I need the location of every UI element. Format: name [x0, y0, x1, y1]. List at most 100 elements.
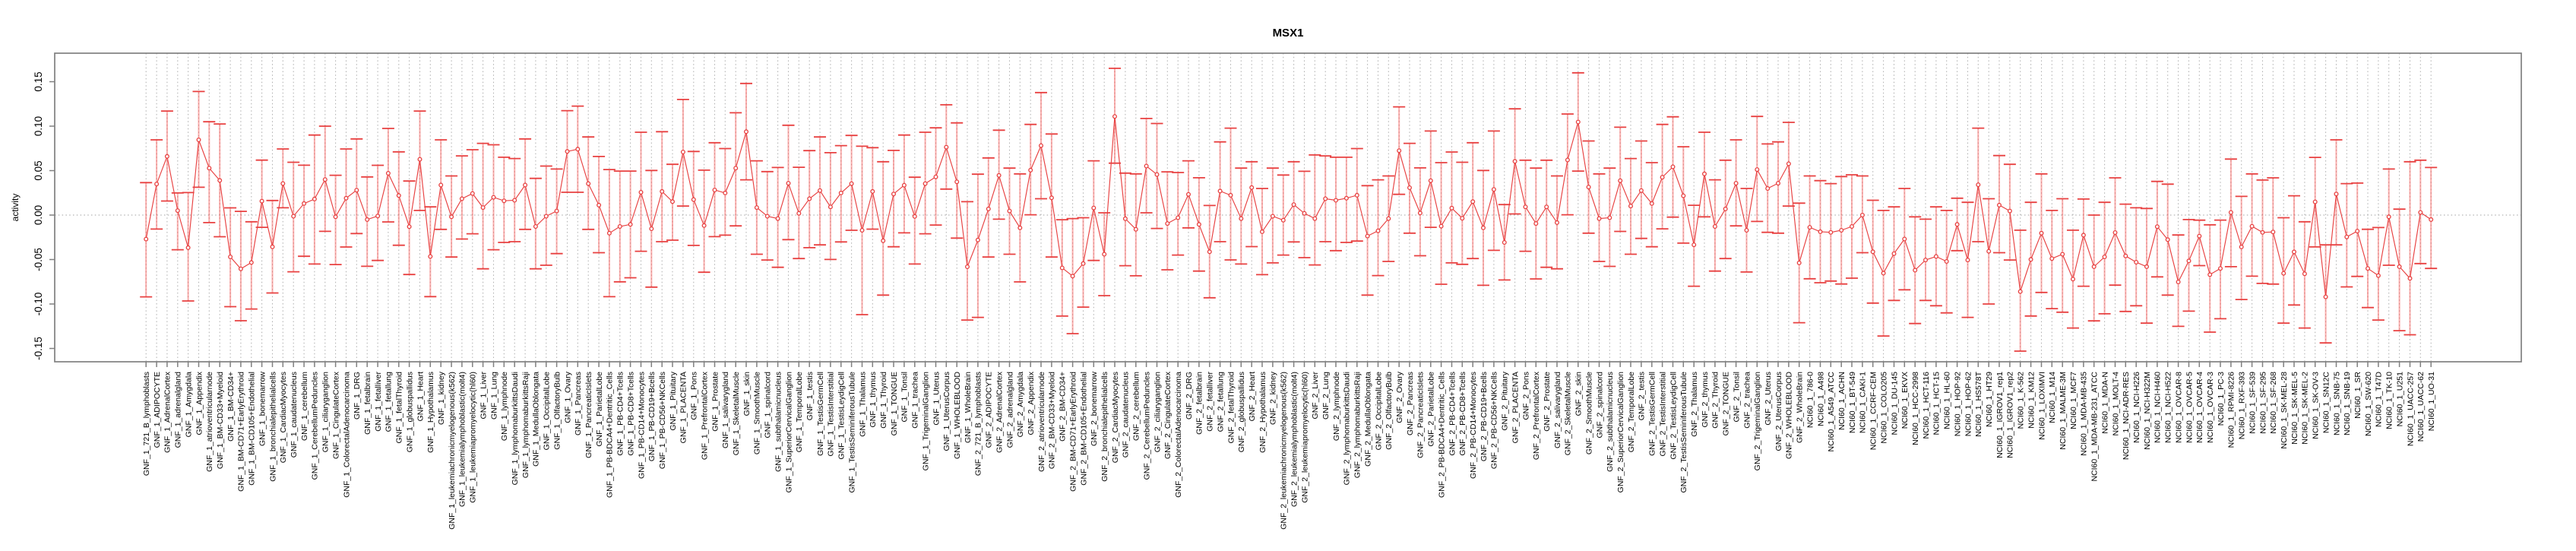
svg-text:GNF_1_Thalamus: GNF_1_Thalamus — [858, 372, 867, 437]
svg-text:NCI60_1_SW-620: NCI60_1_SW-620 — [2364, 372, 2373, 436]
svg-text:NCI60_1_MDA-N: NCI60_1_MDA-N — [2100, 372, 2109, 434]
svg-text:GNF_2_TemporalLobe: GNF_2_TemporalLobe — [1627, 372, 1636, 452]
svg-text:GNF_1_SuperiorCervicalGanglion: GNF_1_SuperiorCervicalGanglion — [784, 372, 793, 492]
svg-text:GNF_1_atrioventricularnode: GNF_1_atrioventricularnode — [205, 372, 214, 472]
svg-text:GNF_2_CardiacMyocytes: GNF_2_CardiacMyocytes — [1111, 372, 1120, 463]
svg-text:NCI60_1_NCI-H322M: NCI60_1_NCI-H322M — [2143, 372, 2152, 450]
svg-text:GNF_1_skin: GNF_1_skin — [742, 372, 752, 416]
svg-text:GNF_1_fetalbrain: GNF_1_fetalbrain — [363, 372, 372, 435]
svg-text:GNF_1_fetallung: GNF_1_fetallung — [385, 372, 394, 432]
svg-text:GNF_2_atrioventricularnode: GNF_2_atrioventricularnode — [1037, 372, 1046, 472]
svg-text:GNF_2_PancreaticIslets: GNF_2_PancreaticIslets — [1416, 372, 1426, 458]
svg-text:GNF_2_testis: GNF_2_testis — [1638, 372, 1647, 420]
svg-text:GNF_1_OlfactoryBulb: GNF_1_OlfactoryBulb — [552, 372, 562, 450]
svg-text:GNF_2_TONGUE: GNF_2_TONGUE — [1722, 372, 1731, 435]
svg-text:GNF_1_PancreaticIslets: GNF_1_PancreaticIslets — [584, 372, 593, 458]
svg-text:GNF_1_SkeletalMuscle: GNF_1_SkeletalMuscle — [732, 372, 741, 455]
svg-text:GNF_1_bronchialepithelialcells: GNF_1_bronchialepithelialcells — [268, 372, 277, 482]
svg-text:GNF_1_BM-CD105+Endothelial: GNF_1_BM-CD105+Endothelial — [248, 372, 257, 486]
svg-text:GNF_1_PrefrontalCortex: GNF_1_PrefrontalCortex — [700, 371, 709, 460]
svg-text:GNF_1_trachea: GNF_1_trachea — [911, 372, 920, 429]
svg-text:GNF_1_PB-CD4+Tcells: GNF_1_PB-CD4+Tcells — [616, 372, 625, 456]
svg-text:GNF_1_ADIPOCYTE: GNF_1_ADIPOCYTE — [153, 372, 162, 448]
svg-text:NCI60_1_HOP-62: NCI60_1_HOP-62 — [1964, 372, 1973, 436]
svg-text:NCI60_1_NCI-H460: NCI60_1_NCI-H460 — [2154, 372, 2163, 443]
svg-text:0.15: 0.15 — [33, 71, 44, 91]
svg-text:NCI60_1_KM12: NCI60_1_KM12 — [2027, 372, 2036, 429]
svg-text:NCI60_1_HL-60: NCI60_1_HL-60 — [1943, 372, 1952, 429]
svg-text:GNF_2_Thalamus: GNF_2_Thalamus — [1690, 372, 1699, 437]
svg-text:NCI60_1_MCF7: NCI60_1_MCF7 — [2069, 372, 2078, 429]
svg-text:GNF_2_PB-CD56+NKCells: GNF_2_PB-CD56+NKCells — [1490, 372, 1499, 469]
svg-text:NCI60_1_IGROV1_rep2: NCI60_1_IGROV1_rep2 — [2006, 372, 2015, 458]
svg-text:GNF_2_SmoothMuscle: GNF_2_SmoothMuscle — [1584, 372, 1593, 454]
svg-text:NCI60_1_786-0: NCI60_1_786-0 — [1805, 372, 1815, 428]
svg-text:GNF_2_adrenalgland: GNF_2_adrenalgland — [1005, 372, 1014, 448]
svg-text:GNF_1_TrigeminalGanglion: GNF_1_TrigeminalGanglion — [921, 372, 930, 470]
svg-text:GNF_2_fetallung: GNF_2_fetallung — [1216, 372, 1225, 432]
svg-text:NCI60_1_IGROV1_rep1: NCI60_1_IGROV1_rep1 — [1995, 372, 2005, 458]
svg-text:GNF_2_Pituitary: GNF_2_Pituitary — [1501, 371, 1510, 430]
svg-text:NCI60_1_HCT-116: NCI60_1_HCT-116 — [1922, 372, 1931, 439]
svg-text:NCI60_1_SR: NCI60_1_SR — [2353, 372, 2362, 419]
svg-text:GNF_1_TONGUE: GNF_1_TONGUE — [890, 372, 899, 435]
svg-text:GNF_2_fetalThyroid: GNF_2_fetalThyroid — [1226, 372, 1236, 444]
svg-text:GNF_2_721_B_lymphoblasts: GNF_2_721_B_lymphoblasts — [974, 372, 983, 476]
svg-text:NCI60_1_ACHN: NCI60_1_ACHN — [1837, 372, 1847, 430]
svg-text:GNF_1_fetalThyroid: GNF_1_fetalThyroid — [395, 372, 404, 444]
svg-text:NCI60_1_RPMI-8226: NCI60_1_RPMI-8226 — [2227, 372, 2236, 448]
svg-text:0.10: 0.10 — [33, 116, 44, 136]
svg-text:NCI60_1_SF-539: NCI60_1_SF-539 — [2248, 372, 2257, 434]
svg-text:GNF_2_BM-CD33+Myeloid: GNF_2_BM-CD33+Myeloid — [1048, 372, 1057, 469]
svg-text:GNF_1_lymphnode: GNF_1_lymphnode — [500, 372, 509, 441]
svg-text:GNF_2_WHOLEBLOOD: GNF_2_WHOLEBLOOD — [1785, 372, 1794, 459]
svg-text:GNF_2_PrefrontalCortex: GNF_2_PrefrontalCortex — [1532, 371, 1541, 460]
svg-text:GNF_1_PB-CD8+Tcells: GNF_1_PB-CD8+Tcells — [626, 372, 635, 456]
svg-text:GNF_1_Prostate: GNF_1_Prostate — [710, 372, 720, 432]
svg-text:GNF_1_Pancreas: GNF_1_Pancreas — [574, 372, 583, 435]
svg-text:GNF_2_ParietalLobe: GNF_2_ParietalLobe — [1427, 372, 1436, 447]
svg-text:GNF_2_subthalamicnucleus: GNF_2_subthalamicnucleus — [1606, 372, 1615, 472]
svg-text:GNF_1_PB-CD19+Bcells: GNF_1_PB-CD19+Bcells — [647, 372, 657, 461]
svg-text:GNF_2_Tonsil: GNF_2_Tonsil — [1732, 372, 1741, 423]
svg-text:GNF_2_OccipitalLobe: GNF_2_OccipitalLobe — [1374, 372, 1383, 450]
svg-text:GNF_2_PB-CD8+Tcells: GNF_2_PB-CD8+Tcells — [1458, 372, 1467, 456]
svg-text:NCI60_1_SK-MEL-5: NCI60_1_SK-MEL-5 — [2290, 372, 2299, 445]
svg-text:NCI60_1_UACC-257: NCI60_1_UACC-257 — [2406, 372, 2415, 446]
svg-text:GNF_1_lymphomaburkittsDaudi: GNF_1_lymphomaburkittsDaudi — [511, 372, 520, 485]
svg-text:GNF_1_Thyroid: GNF_1_Thyroid — [879, 372, 888, 429]
svg-text:NCI60_1_HOP-92: NCI60_1_HOP-92 — [1953, 372, 1962, 436]
svg-text:NCI60_1_SN12C: NCI60_1_SN12C — [2321, 372, 2331, 434]
svg-text:NCI60_1_SF-268: NCI60_1_SF-268 — [2269, 372, 2278, 434]
svg-text:GNF_1_ciliaryganglion: GNF_1_ciliaryganglion — [321, 372, 331, 452]
svg-text:GNF_2_Amygdala: GNF_2_Amygdala — [1016, 372, 1025, 438]
svg-text:NCI60_1_MALME-3M: NCI60_1_MALME-3M — [2059, 372, 2068, 450]
svg-text:GNF_2_ColorectalAdenocarcinoma: GNF_2_ColorectalAdenocarcinoma — [1174, 372, 1183, 498]
svg-text:GNF_1_PLACENTA: GNF_1_PLACENTA — [679, 372, 688, 443]
svg-text:GNF_1_testis: GNF_1_testis — [805, 372, 815, 420]
svg-text:NCI60_1_HCC-2998: NCI60_1_HCC-2998 — [1911, 372, 1920, 445]
svg-text:GNF_1_WholeBrain: GNF_1_WholeBrain — [964, 372, 973, 443]
svg-text:GNF_1_TestisGermCell: GNF_1_TestisGermCell — [816, 372, 825, 456]
svg-text:GNF_2_ciliaryganglion: GNF_2_ciliaryganglion — [1153, 372, 1162, 452]
svg-text:NCI60_1_NCI-H522: NCI60_1_NCI-H522 — [2164, 372, 2173, 443]
svg-text:GNF_2_skin: GNF_2_skin — [1574, 372, 1584, 416]
svg-text:GNF_2_lymphomaburkittsRaji: GNF_2_lymphomaburkittsRaji — [1353, 372, 1362, 478]
svg-text:GNF_2_trachea: GNF_2_trachea — [1742, 372, 1752, 429]
svg-text:GNF_2_PB-CD4+Tcells: GNF_2_PB-CD4+Tcells — [1448, 372, 1457, 456]
svg-text:GNF_2_PB-CD14+Monocytes: GNF_2_PB-CD14+Monocytes — [1469, 372, 1478, 479]
svg-text:-0.05: -0.05 — [33, 248, 44, 271]
svg-text:GNF_1_721_B_lymphoblasts: GNF_1_721_B_lymphoblasts — [142, 372, 151, 476]
svg-text:NCI60_1_MDA-MB-435: NCI60_1_MDA-MB-435 — [2080, 372, 2089, 456]
svg-text:GNF_1_Liver: GNF_1_Liver — [479, 372, 488, 420]
svg-text:GNF_1_ParietalLobe: GNF_1_ParietalLobe — [595, 372, 604, 447]
svg-text:NCI60_1_PC-3: NCI60_1_PC-3 — [2217, 372, 2226, 426]
svg-text:GNF_2_spinalcord: GNF_2_spinalcord — [1595, 372, 1604, 439]
svg-text:NCI60_1_CCRF-CEM: NCI60_1_CCRF-CEM — [1869, 372, 1878, 450]
svg-text:NCI60_1_BT-549: NCI60_1_BT-549 — [1848, 372, 1857, 433]
svg-text:GNF_2_salivarygland: GNF_2_salivarygland — [1553, 372, 1562, 448]
svg-text:GNF_2_CerebellumPeduncles: GNF_2_CerebellumPeduncles — [1142, 372, 1151, 480]
svg-text:GNF_2_lymphnode: GNF_2_lymphnode — [1332, 372, 1341, 441]
svg-text:GNF_1_kidney: GNF_1_kidney — [437, 371, 446, 425]
svg-text:GNF_2_leukemialymphoblastic(mo: GNF_2_leukemialymphoblastic(molt4) — [1290, 372, 1299, 507]
